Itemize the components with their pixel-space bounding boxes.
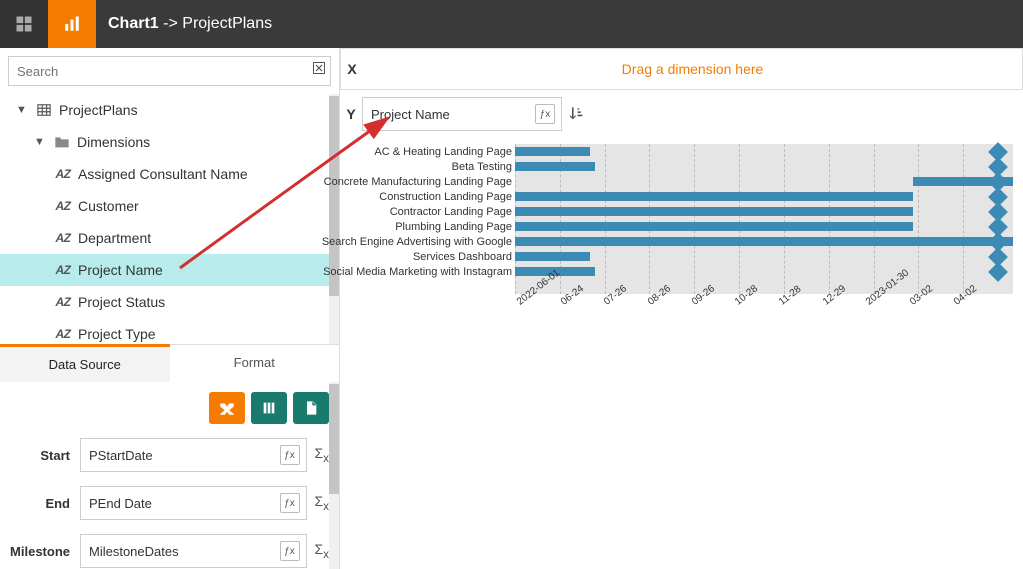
field-start: Start PStartDate ƒx Σx (10, 438, 329, 472)
x-placeholder: Drag a dimension here (363, 60, 1022, 78)
header-title: Chart1 -> ProjectPlans (96, 15, 284, 33)
row-label: Social Media Marketing with Instagram (323, 266, 512, 278)
text-type-icon: AZ (52, 167, 74, 181)
tree-node-dimensions[interactable]: ▼ Dimensions (0, 126, 339, 158)
end-input[interactable]: PEnd Date ƒx (80, 486, 307, 520)
gantt-bar[interactable] (515, 207, 913, 216)
caret-icon: ▼ (34, 136, 48, 148)
gridline (874, 144, 875, 294)
field-end: End PEnd Date ƒx Σx (10, 486, 329, 520)
x-label: X (341, 61, 363, 77)
text-type-icon: AZ (52, 295, 74, 309)
row-label: AC & Heating Landing Page (374, 146, 512, 158)
binding-panel: Start PStartDate ƒx Σx End PEnd Date ƒx … (0, 382, 339, 569)
sigma-icon[interactable]: Σx (315, 445, 329, 465)
y-axis-binding: Y Project Name ƒx (340, 94, 584, 134)
fx-icon[interactable]: ƒx (280, 541, 300, 561)
search-input[interactable] (8, 56, 331, 86)
gantt-bar[interactable] (515, 237, 1013, 246)
row-label: Contractor Landing Page (390, 206, 512, 218)
gantt-bar[interactable] (515, 222, 913, 231)
gantt-bar[interactable] (515, 192, 913, 201)
milestone-marker[interactable] (988, 262, 1008, 282)
milestone-input[interactable]: MilestoneDates ƒx (80, 534, 307, 568)
folder-icon (51, 135, 73, 149)
tree-label: ProjectPlans (55, 102, 138, 118)
fx-icon[interactable]: ƒx (535, 104, 555, 124)
gridline (605, 144, 606, 294)
binding-icon-connect[interactable] (209, 392, 245, 424)
tree-dimension-item[interactable]: AZProject Name (0, 254, 339, 286)
sigma-icon[interactable]: Σx (315, 493, 329, 513)
gridline (784, 144, 785, 294)
row-label: Services Dashboard (413, 251, 512, 263)
gridline (694, 144, 695, 294)
fx-icon[interactable]: ƒx (280, 445, 300, 465)
data-source-name: ProjectPlans (182, 15, 272, 32)
tree-label: Customer (74, 198, 139, 214)
gridline (649, 144, 650, 294)
row-label: Beta Testing (452, 161, 512, 173)
y-label: Y (340, 106, 362, 122)
tree-node-root[interactable]: ▼ ProjectPlans (0, 94, 339, 126)
text-type-icon: AZ (52, 327, 74, 341)
sigma-icon[interactable]: Σx (315, 541, 329, 561)
row-label: Concrete Manufacturing Landing Page (324, 176, 512, 188)
chart-canvas: X Drag a dimension here Y Project Name ƒ… (340, 48, 1023, 569)
field-milestone: Milestone MilestoneDates ƒx Σx (10, 534, 329, 568)
field-label: Milestone (10, 544, 80, 559)
field-tree: ▼ ProjectPlans ▼ Dimensions AZAssigned C… (0, 94, 339, 344)
binding-icon-doc[interactable] (293, 392, 329, 424)
sort-icon[interactable] (568, 105, 584, 124)
x-axis-dropzone[interactable]: X Drag a dimension here (340, 48, 1023, 90)
panel-scrollbar[interactable] (329, 382, 339, 569)
gantt-bar[interactable] (515, 147, 590, 156)
gantt-bar[interactable] (515, 252, 590, 261)
text-type-icon: AZ (52, 231, 74, 245)
gridline (829, 144, 830, 294)
app-logo[interactable] (0, 0, 48, 48)
binding-icon-columns[interactable] (251, 392, 287, 424)
main-content: ▼ ProjectPlans ▼ Dimensions AZAssigned C… (0, 48, 1023, 569)
app-header: Chart1 -> ProjectPlans (0, 0, 1023, 48)
tree-label: Project Name (74, 262, 163, 278)
table-icon (33, 103, 55, 117)
field-label: End (10, 496, 80, 511)
text-type-icon: AZ (52, 263, 74, 277)
tree-label: Project Status (74, 294, 165, 310)
tree-dimension-item[interactable]: AZProject Type (0, 318, 339, 344)
field-label: Start (10, 448, 80, 463)
fx-icon[interactable]: ƒx (280, 493, 300, 513)
start-input[interactable]: PStartDate ƒx (80, 438, 307, 472)
gridline (918, 144, 919, 294)
tree-dimension-item[interactable]: AZAssigned Consultant Name (0, 158, 339, 190)
tree-label: Assigned Consultant Name (74, 166, 248, 182)
text-type-icon: AZ (52, 199, 74, 213)
sidebar: ▼ ProjectPlans ▼ Dimensions AZAssigned C… (0, 48, 340, 569)
row-label: Construction Landing Page (379, 191, 512, 203)
row-label: Plumbing Landing Page (395, 221, 512, 233)
tab-format[interactable]: Format (170, 345, 340, 382)
panel-tabs: Data Source Format (0, 344, 339, 382)
gridline (739, 144, 740, 294)
clear-icon[interactable] (313, 61, 325, 77)
tree-scrollbar[interactable] (329, 94, 339, 344)
tree-label: Department (74, 230, 151, 246)
chart-type-icon[interactable] (48, 0, 96, 48)
tab-data-source[interactable]: Data Source (0, 344, 170, 382)
gridline (963, 144, 964, 294)
tree-dimension-item[interactable]: AZCustomer (0, 190, 339, 222)
tree-label: Project Type (74, 326, 156, 342)
gantt-chart: 2022-06-0106-2407-2608-2609-2610-2811-28… (340, 144, 1023, 569)
gantt-bar[interactable] (515, 162, 595, 171)
tree-dimension-item[interactable]: AZProject Status (0, 286, 339, 318)
y-input[interactable]: Project Name ƒx (362, 97, 562, 131)
tree-dimension-item[interactable]: AZDepartment (0, 222, 339, 254)
tree-label: Dimensions (73, 134, 150, 150)
chart-name: Chart1 (108, 15, 159, 32)
caret-icon: ▼ (16, 104, 30, 116)
row-label: Search Engine Advertising with Google (322, 236, 512, 248)
plot-area (515, 144, 1013, 294)
